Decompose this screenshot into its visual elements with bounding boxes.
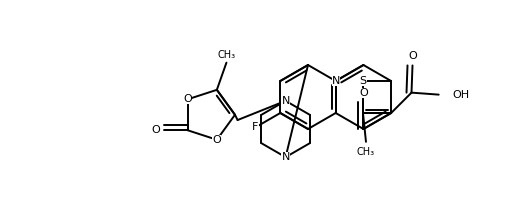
Text: OH: OH <box>452 90 469 100</box>
Text: O: O <box>183 94 191 104</box>
Text: F: F <box>251 122 258 132</box>
Text: CH₃: CH₃ <box>356 147 374 157</box>
Text: N: N <box>331 76 339 86</box>
Text: S: S <box>359 76 366 86</box>
Text: CH₃: CH₃ <box>217 50 235 60</box>
Text: O: O <box>358 88 367 98</box>
Text: O: O <box>151 125 159 135</box>
Text: O: O <box>407 52 416 61</box>
Text: N: N <box>281 96 289 106</box>
Text: O: O <box>212 135 221 145</box>
Text: N: N <box>281 152 289 162</box>
